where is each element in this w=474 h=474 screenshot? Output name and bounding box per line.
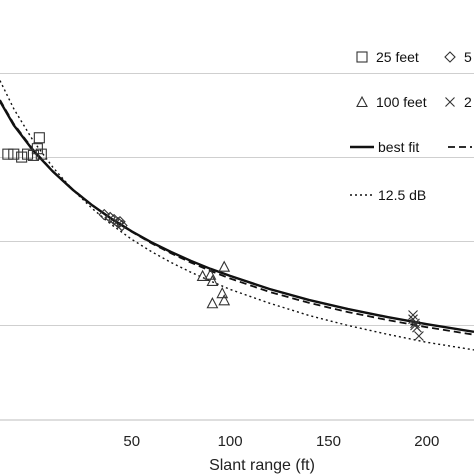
x-tick-labels: 50 100 150 200 bbox=[123, 433, 439, 450]
fit-line-solid bbox=[0, 100, 474, 333]
legend-label: 100 feet bbox=[376, 94, 427, 110]
x-tick-label: 150 bbox=[316, 433, 341, 450]
triangle-point bbox=[218, 294, 231, 306]
legend-square-icon bbox=[356, 51, 368, 63]
grid bbox=[0, 73, 474, 421]
square-point bbox=[8, 148, 20, 160]
fit-line-dashed bbox=[0, 99, 474, 336]
fit-line-dotted bbox=[0, 80, 474, 351]
legend-x-icon bbox=[445, 97, 455, 107]
x-tick-label: 100 bbox=[218, 433, 243, 450]
x-tick-label: 50 bbox=[123, 433, 140, 450]
diamond-point bbox=[114, 215, 126, 228]
triangle-point bbox=[218, 260, 231, 272]
square-point bbox=[35, 148, 47, 160]
legend-label: 25 feet bbox=[376, 49, 419, 65]
x-point bbox=[410, 320, 420, 331]
x-point bbox=[408, 310, 418, 320]
legend-label: 12.5 dB bbox=[378, 187, 426, 203]
legend-label: 5 bbox=[464, 49, 472, 65]
triangle-point bbox=[216, 286, 229, 299]
legend-label: best fit bbox=[378, 139, 419, 155]
x-point bbox=[414, 331, 424, 341]
legend-triangle-icon bbox=[356, 95, 368, 108]
square-point bbox=[16, 151, 28, 163]
x-tick-label: 200 bbox=[414, 433, 439, 450]
x-axis-title: Slant range (ft) bbox=[209, 457, 315, 474]
legend-label: 2 bbox=[464, 94, 472, 110]
square-point bbox=[27, 149, 39, 161]
diamond-point bbox=[98, 208, 111, 221]
legend-diamond-icon bbox=[444, 51, 456, 63]
triangle-point bbox=[206, 274, 219, 287]
triangle-point bbox=[196, 269, 209, 281]
triangle-point bbox=[206, 297, 219, 309]
diamond-point bbox=[116, 219, 128, 232]
square-point bbox=[33, 132, 45, 144]
square-point bbox=[2, 148, 14, 160]
fit-lines bbox=[0, 80, 474, 351]
markers bbox=[2, 132, 424, 341]
